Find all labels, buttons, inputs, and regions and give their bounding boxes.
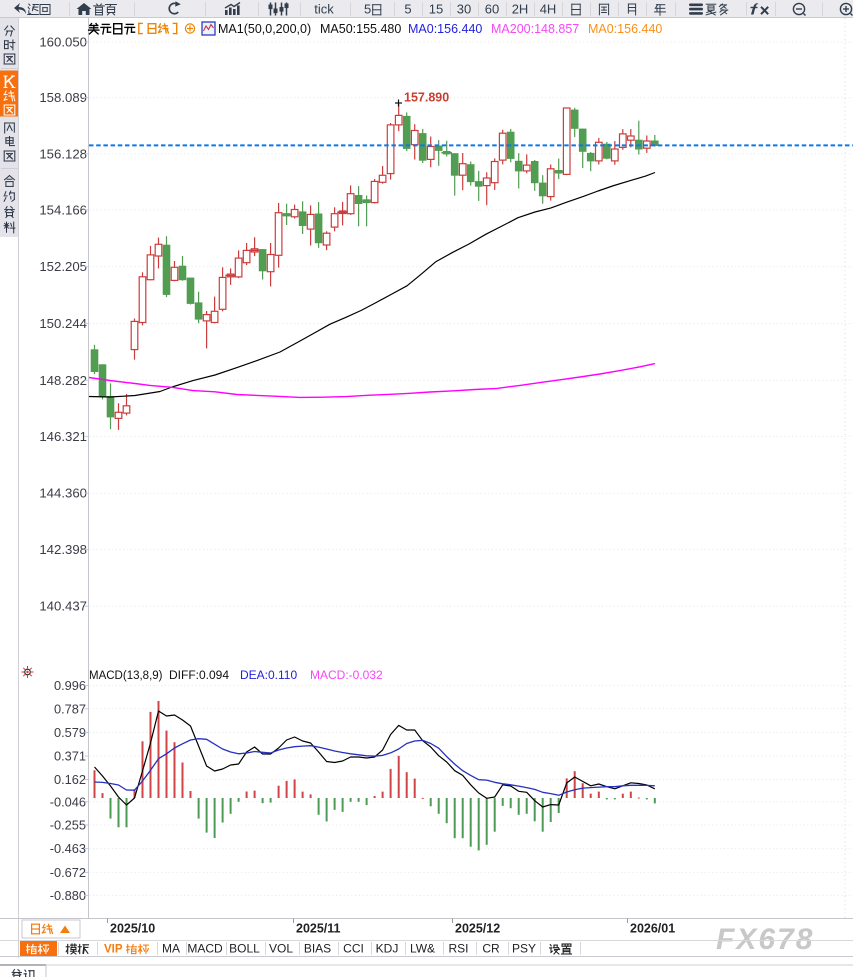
svg-text:PSY: PSY [512, 942, 536, 956]
svg-text:152.205: 152.205 [39, 259, 87, 274]
svg-text:158.089: 158.089 [39, 90, 87, 105]
svg-text:60: 60 [485, 2, 499, 17]
svg-text:0.371: 0.371 [54, 749, 86, 764]
svg-text:5: 5 [404, 2, 411, 17]
svg-text:LW&: LW& [410, 942, 435, 956]
svg-text:tick: tick [314, 2, 334, 17]
svg-text:2025/11: 2025/11 [296, 922, 341, 936]
svg-text:MA50:155.480: MA50:155.480 [320, 22, 401, 36]
svg-text:CCI: CCI [343, 942, 364, 956]
svg-text:RSI: RSI [448, 942, 468, 956]
svg-text:156.128: 156.128 [39, 146, 87, 161]
svg-text:-0.046: -0.046 [50, 794, 86, 809]
svg-text:MA0:156.440: MA0:156.440 [588, 22, 662, 36]
svg-text:-0.672: -0.672 [50, 865, 86, 880]
svg-text:2H: 2H [512, 2, 529, 17]
svg-text:0.996: 0.996 [54, 678, 86, 693]
svg-text:MACD: MACD [187, 942, 223, 956]
svg-text:BIAS: BIAS [304, 942, 331, 956]
svg-text:0.162: 0.162 [54, 772, 86, 787]
svg-text:0.579: 0.579 [54, 725, 86, 740]
svg-text:5: 5 [364, 2, 371, 17]
svg-text:DIFF:0.094: DIFF:0.094 [169, 668, 229, 682]
svg-text:30: 30 [457, 2, 471, 17]
svg-text:140.437: 140.437 [39, 599, 87, 614]
svg-text:BOLL: BOLL [229, 942, 260, 956]
svg-text:FX678: FX678 [716, 923, 814, 956]
svg-text:2025/10: 2025/10 [110, 922, 155, 936]
svg-text:DEA:0.110: DEA:0.110 [240, 668, 297, 682]
svg-text:144.360: 144.360 [39, 486, 87, 501]
svg-text:146.321: 146.321 [39, 429, 87, 444]
svg-text:CR: CR [482, 942, 500, 956]
svg-text:MA: MA [162, 942, 180, 956]
svg-text:150.244: 150.244 [39, 316, 87, 331]
svg-text:-0.880: -0.880 [50, 888, 86, 903]
svg-text:15: 15 [429, 2, 443, 17]
svg-text:4H: 4H [540, 2, 557, 17]
svg-text:MACD:-0.032: MACD:-0.032 [310, 668, 383, 682]
svg-text:KDJ: KDJ [376, 942, 399, 956]
svg-text:-0.255: -0.255 [50, 818, 86, 833]
svg-text:VIP: VIP [104, 944, 123, 956]
svg-text:142.398: 142.398 [39, 542, 87, 557]
svg-text:VOL: VOL [269, 942, 293, 956]
svg-text:2025/12: 2025/12 [455, 922, 500, 936]
svg-text:160.050: 160.050 [39, 35, 87, 50]
svg-text:MA0:156.440: MA0:156.440 [408, 22, 482, 36]
svg-text:157.890: 157.890 [404, 91, 449, 105]
svg-text:MA200:148.857: MA200:148.857 [491, 22, 579, 36]
svg-text:-0.463: -0.463 [50, 841, 86, 856]
svg-text:148.282: 148.282 [39, 373, 87, 388]
svg-text:MACD(13,8,9): MACD(13,8,9) [89, 670, 163, 682]
svg-text:2026/01: 2026/01 [630, 922, 675, 936]
svg-text:MA1(50,0,200,0): MA1(50,0,200,0) [218, 22, 311, 36]
svg-text:0.787: 0.787 [54, 701, 86, 716]
svg-text:154.166: 154.166 [39, 203, 87, 218]
